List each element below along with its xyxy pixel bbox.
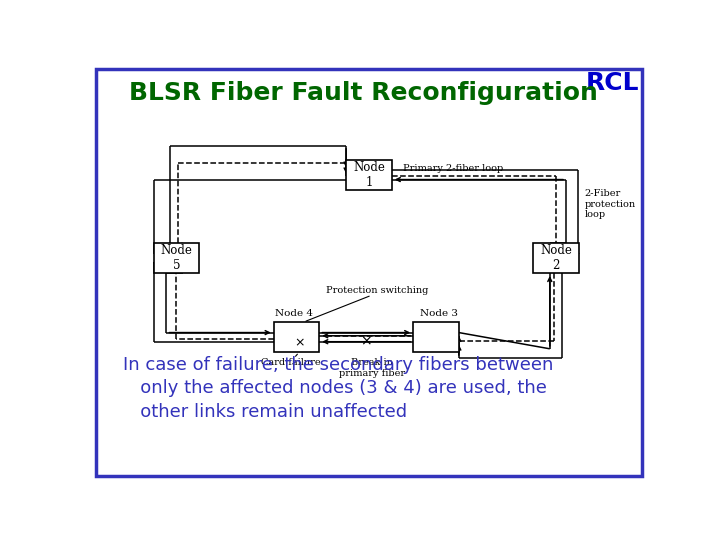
- Text: Primary 2-fiber loop: Primary 2-fiber loop: [403, 164, 503, 173]
- Text: Node 3: Node 3: [420, 309, 458, 318]
- Text: Protection switching: Protection switching: [326, 286, 428, 295]
- Bar: [274, 322, 320, 352]
- Text: ×: ×: [294, 336, 305, 349]
- Bar: [413, 322, 459, 352]
- Bar: [153, 243, 199, 273]
- Text: ×: ×: [361, 335, 372, 349]
- Bar: [346, 160, 392, 190]
- Text: Node 4: Node 4: [274, 309, 312, 318]
- Text: Node
1: Node 1: [353, 161, 385, 189]
- Text: Break in
primary fiber: Break in primary fiber: [338, 359, 405, 378]
- Text: 2-Fiber
protection
loop: 2-Fiber protection loop: [585, 189, 636, 219]
- Text: Node
2: Node 2: [540, 244, 572, 272]
- Text: Card failure: Card failure: [261, 359, 320, 367]
- Text: BLSR Fiber Fault Reconfiguration: BLSR Fiber Fault Reconfiguration: [129, 82, 598, 105]
- Text: Node
5: Node 5: [161, 244, 192, 272]
- Text: In case of failure, the secondary fibers between
   only the affected nodes (3 &: In case of failure, the secondary fibers…: [124, 356, 554, 421]
- Bar: [533, 243, 579, 273]
- Text: RCL: RCL: [586, 71, 639, 95]
